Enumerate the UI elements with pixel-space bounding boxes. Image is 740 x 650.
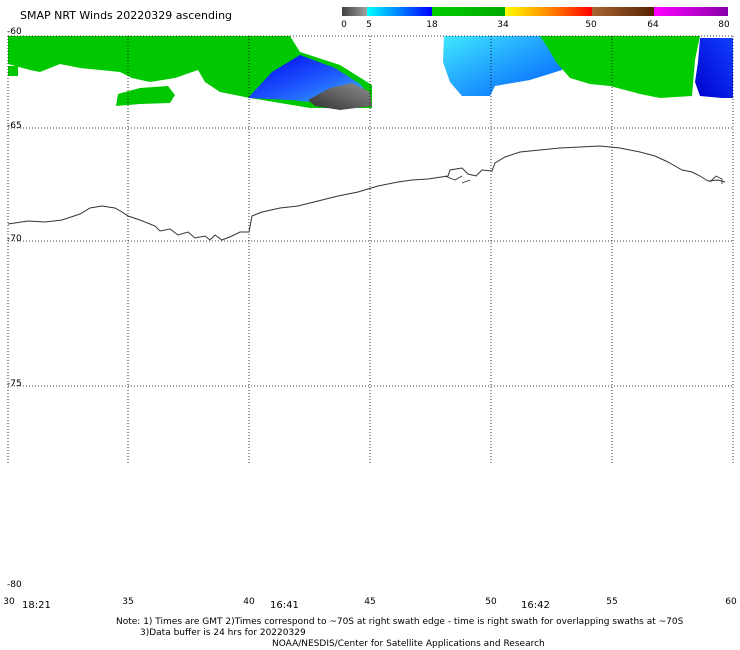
colorbar-label-0: 0 [341,20,347,30]
note-line-2: 3)Data buffer is 24 hrs for 20220329 [140,628,306,638]
coastline-detail [444,175,723,184]
colorbar-label-50: 50 [585,20,597,30]
colorbar-label-34: 34 [497,20,509,30]
colorbar-label-5: 5 [366,20,372,30]
note-line-3: NOAA/NESDIS/Center for Satellite Applica… [272,639,545,649]
colorbar-segment-gale [505,7,592,16]
colorbar [342,7,728,16]
wind-swath-right [443,36,733,98]
lon-label-45: 45 [364,597,376,607]
colorbar-label-18: 18 [426,20,438,30]
colorbar-segment-light [367,7,432,16]
colorbar-label-64: 64 [647,20,659,30]
map-title: SMAP NRT Winds 20220329 ascending [20,9,233,22]
wind-swath-left [8,36,372,110]
swath-time-2: 16:41 [270,600,299,611]
colorbar-segment-calm [342,7,367,16]
lat-label-60: -60 [7,27,22,37]
lat-label-75: -75 [7,379,22,389]
colorbar-segment-storm [592,7,654,16]
colorbar-segment-hurricane [654,7,728,16]
lon-label-40: 40 [243,597,255,607]
swath-time-1: 18:21 [22,600,51,611]
colorbar-segment-moderate [432,7,505,16]
lat-label-80: -80 [7,580,22,590]
lon-label-50: 50 [485,597,497,607]
graticule [7,35,734,465]
lat-label-70: -70 [7,234,22,244]
lat-label-65: -65 [7,121,22,131]
lon-label-55: 55 [606,597,618,607]
lon-label-30: 30 [3,597,15,607]
antarctic-coastline [7,145,726,241]
note-line-1: Note: 1) Times are GMT 2)Times correspon… [116,617,684,627]
colorbar-label-80: 80 [718,20,730,30]
lon-label-60: 60 [725,597,737,607]
swath-time-3: 16:42 [521,600,550,611]
lon-label-35: 35 [122,597,134,607]
